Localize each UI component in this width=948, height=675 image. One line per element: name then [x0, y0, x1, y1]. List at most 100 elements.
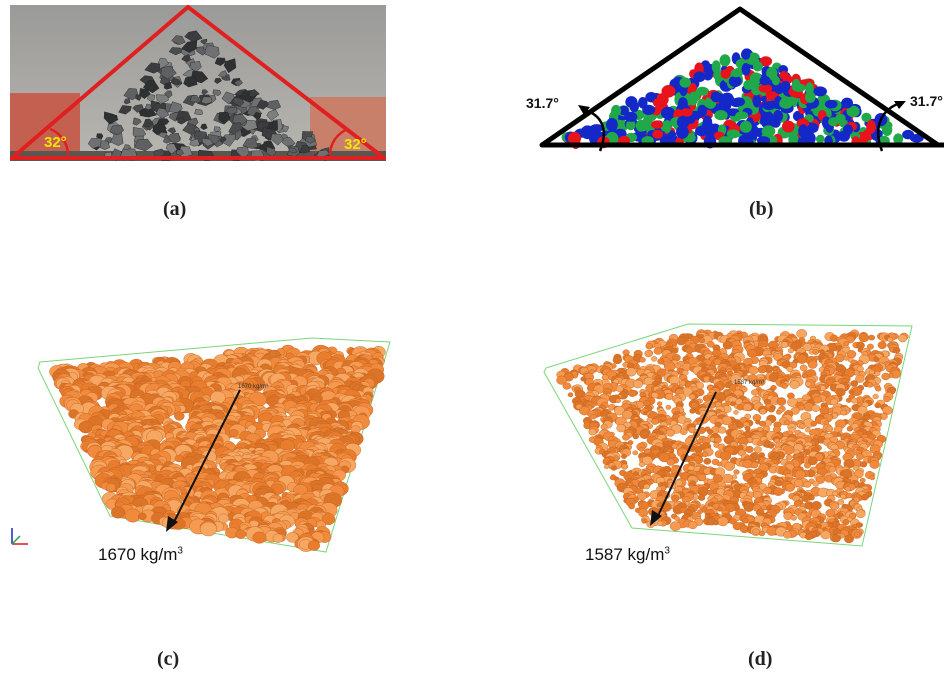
- sim-particle: [756, 136, 771, 145]
- sim-particle: [711, 60, 721, 74]
- gravel-rock: [189, 95, 200, 103]
- gravel-rock: [103, 111, 119, 125]
- orange-particle: [658, 452, 671, 463]
- orange-particle: [855, 509, 866, 519]
- sim-particle: [676, 125, 689, 139]
- sim-particle: [701, 121, 713, 131]
- orange-particle: [600, 423, 608, 430]
- orange-particle: [688, 521, 698, 530]
- orange-particle: [307, 540, 321, 551]
- orange-particle: [837, 498, 845, 505]
- orange-particle: [702, 395, 711, 402]
- orange-particle: [887, 337, 894, 343]
- orange-particle: [785, 454, 793, 461]
- orange-particle: [745, 445, 754, 453]
- gravel-rock: [214, 77, 222, 84]
- gravel-rock: [165, 143, 178, 155]
- sim-particle: [735, 111, 749, 120]
- gravel-rock: [228, 122, 243, 135]
- simulated-pile: 31.7° 31.7°: [526, 6, 944, 152]
- orange-particle: [812, 396, 822, 404]
- sim-particle: [741, 62, 751, 76]
- orange-particle: [789, 380, 800, 389]
- orange-particle: [674, 516, 680, 521]
- repose-triangle: [10, 5, 386, 160]
- sim-particle: [805, 91, 816, 103]
- gravel-rock: [160, 65, 177, 80]
- sim-particle: [726, 129, 740, 139]
- domain-box: [37, 337, 391, 553]
- orange-particle: [751, 389, 759, 396]
- sim-particle: [792, 83, 806, 92]
- orange-particle: [651, 418, 659, 425]
- orange-particle: [780, 341, 789, 348]
- orange-particle: [199, 521, 217, 537]
- orange-particle: [706, 340, 715, 348]
- orange-particle: [787, 348, 794, 354]
- caption-b: (b): [749, 198, 774, 220]
- gravel-rock: [196, 46, 206, 56]
- gravel-rock: [118, 105, 132, 115]
- caption-c: (c): [157, 648, 180, 670]
- orange-particle: [632, 450, 638, 456]
- orange-particle: [717, 516, 729, 527]
- gravel-rock: [87, 138, 102, 149]
- orange-particle: [671, 347, 679, 354]
- caption-a: (a): [163, 198, 187, 220]
- right-angle-arc: [328, 127, 349, 156]
- gravel-rock: [157, 132, 168, 139]
- orange-particle: [669, 521, 682, 531]
- sim-particle: [638, 97, 648, 109]
- sim-particle: [759, 75, 771, 86]
- orange-particle: [832, 491, 838, 497]
- gravel-rock: [304, 135, 316, 144]
- sim-particle: [779, 70, 789, 80]
- orange-particles: [556, 329, 909, 544]
- orange-particle: [641, 518, 648, 524]
- panel-c: 1670 kg/m³: [0, 330, 400, 570]
- sim-particle: [866, 120, 876, 134]
- gravel-rock: [213, 126, 221, 132]
- sim-particle: [902, 129, 915, 140]
- domain-box: [543, 323, 913, 547]
- gravel-rock: [123, 144, 132, 151]
- gravel-rock: [203, 44, 220, 59]
- orange-particle: [776, 397, 787, 406]
- orange-particle: [174, 411, 185, 421]
- sim-particle: [815, 134, 825, 144]
- orange-particle: [698, 337, 706, 344]
- packing-view-d: 1587 kg/m³: [543, 323, 913, 547]
- gravel-rock: [176, 149, 184, 156]
- orange-particle: [753, 446, 762, 454]
- orange-particle: [746, 348, 757, 358]
- sim-particle: [721, 92, 734, 107]
- gravel-rock: [194, 108, 203, 116]
- gravel-rock: [266, 146, 277, 157]
- orange-particle: [235, 529, 247, 539]
- sim-particle: [728, 75, 742, 88]
- orange-particle: [859, 477, 866, 483]
- gravel-rock: [144, 62, 161, 74]
- orange-particle: [639, 430, 650, 439]
- orange-particle: [644, 349, 653, 358]
- sim-particle: [846, 105, 860, 118]
- orange-particle: [804, 427, 811, 433]
- orange-particle: [733, 410, 739, 415]
- sim-particle: [652, 129, 664, 139]
- orange-particle: [804, 533, 813, 541]
- orange-particle: [621, 463, 629, 470]
- gravel-rock: [163, 81, 173, 90]
- orange-particle: [666, 458, 676, 466]
- orange-particle: [744, 426, 751, 432]
- orange-particle: [783, 531, 792, 539]
- gravel-rock: [164, 90, 173, 99]
- orange-particle: [675, 479, 683, 487]
- gravel-rock: [183, 75, 198, 88]
- sim-particle: [741, 132, 754, 144]
- sim-particle: [739, 120, 752, 133]
- orange-particle: [656, 401, 663, 406]
- orange-particle: [633, 379, 643, 389]
- sim-particle: [742, 49, 751, 60]
- orange-particle: [616, 424, 626, 433]
- orange-particle: [674, 363, 682, 369]
